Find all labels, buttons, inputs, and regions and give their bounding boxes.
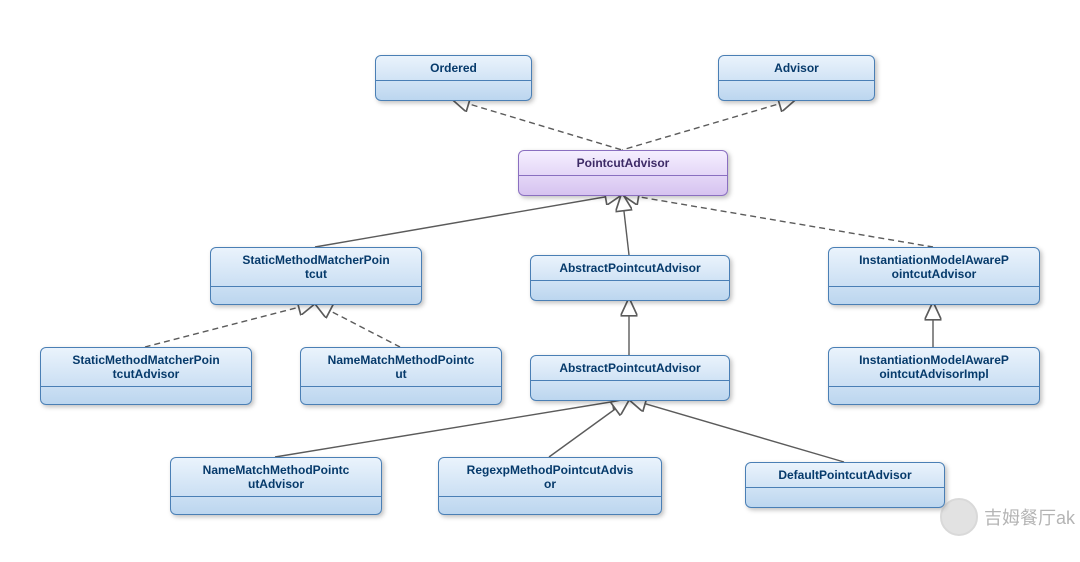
node-body: [376, 81, 531, 100]
watermark-avatar: [940, 498, 978, 536]
watermark-text: 吉姆餐厅ak: [984, 504, 1075, 530]
node-abstractPointcutAdvisor1: AbstractPointcutAdvisor: [530, 255, 730, 301]
node-ordered: Ordered: [375, 55, 532, 101]
node-body: [519, 176, 727, 195]
node-pointcutAdvisor: PointcutAdvisor: [518, 150, 728, 196]
node-title: Advisor: [719, 56, 874, 81]
node-abstractPointcutAdvisor2: AbstractPointcutAdvisor: [530, 355, 730, 401]
node-title: AbstractPointcutAdvisor: [531, 356, 729, 381]
node-regexpMethodPointcutAdvisor: RegexpMethodPointcutAdvisor: [438, 457, 662, 515]
node-body: [301, 387, 501, 404]
node-body: [41, 387, 251, 404]
node-title: AbstractPointcutAdvisor: [531, 256, 729, 281]
node-title: NameMatchMethodPointcut: [301, 348, 501, 387]
node-advisor: Advisor: [718, 55, 875, 101]
edge-regexpMethodPointcutAdvisor-to-abstractPointcutAdvisor2: [549, 399, 629, 457]
node-nameMatchMethodPointcutAdvisor: NameMatchMethodPointcutAdvisor: [170, 457, 382, 515]
edge-instantiationModelAwarePointcutAdvisor-to-pointcutAdvisor: [622, 194, 933, 247]
edge-defaultPointcutAdvisor-to-abstractPointcutAdvisor2: [629, 399, 844, 462]
edge-abstractPointcutAdvisor1-to-pointcutAdvisor: [622, 194, 629, 255]
edge-staticMethodMatcherPointcutAdvisor-to-staticMethodMatcherPointcut: [145, 303, 315, 347]
edge-nameMatchMethodPointcut-to-staticMethodMatcherPointcut: [315, 303, 400, 347]
edge-pointcutAdvisor-to-advisor: [622, 99, 796, 150]
edge-nameMatchMethodPointcutAdvisor-to-abstractPointcutAdvisor2: [275, 399, 629, 457]
node-title: DefaultPointcutAdvisor: [746, 463, 944, 488]
node-nameMatchMethodPointcut: NameMatchMethodPointcut: [300, 347, 502, 405]
node-staticMethodMatcherPointcutAdvisor: StaticMethodMatcherPointcutAdvisor: [40, 347, 252, 405]
node-staticMethodMatcherPointcut: StaticMethodMatcherPointcut: [210, 247, 422, 305]
node-body: [829, 287, 1039, 304]
node-body: [211, 287, 421, 304]
node-body: [829, 387, 1039, 404]
node-title: NameMatchMethodPointcutAdvisor: [171, 458, 381, 497]
node-title: RegexpMethodPointcutAdvisor: [439, 458, 661, 497]
node-title: StaticMethodMatcherPointcut: [211, 248, 421, 287]
node-title: InstantiationModelAwarePointcutAdvisor: [829, 248, 1039, 287]
node-body: [531, 281, 729, 300]
node-body: [171, 497, 381, 514]
node-body: [439, 497, 661, 514]
node-title: Ordered: [376, 56, 531, 81]
node-instantiationModelAwarePointcutAdvisor: InstantiationModelAwarePointcutAdvisor: [828, 247, 1040, 305]
node-title: InstantiationModelAwarePointcutAdvisorIm…: [829, 348, 1039, 387]
node-body: [746, 488, 944, 507]
node-title: PointcutAdvisor: [519, 151, 727, 176]
node-title: StaticMethodMatcherPointcutAdvisor: [41, 348, 251, 387]
node-instantiationModelAwarePointcutAdvisorImpl: InstantiationModelAwarePointcutAdvisorIm…: [828, 347, 1040, 405]
node-body: [531, 381, 729, 400]
edge-staticMethodMatcherPointcut-to-pointcutAdvisor: [315, 194, 622, 247]
edge-pointcutAdvisor-to-ordered: [453, 99, 623, 150]
node-body: [719, 81, 874, 100]
watermark: 吉姆餐厅ak: [940, 498, 1075, 536]
node-defaultPointcutAdvisor: DefaultPointcutAdvisor: [745, 462, 945, 508]
